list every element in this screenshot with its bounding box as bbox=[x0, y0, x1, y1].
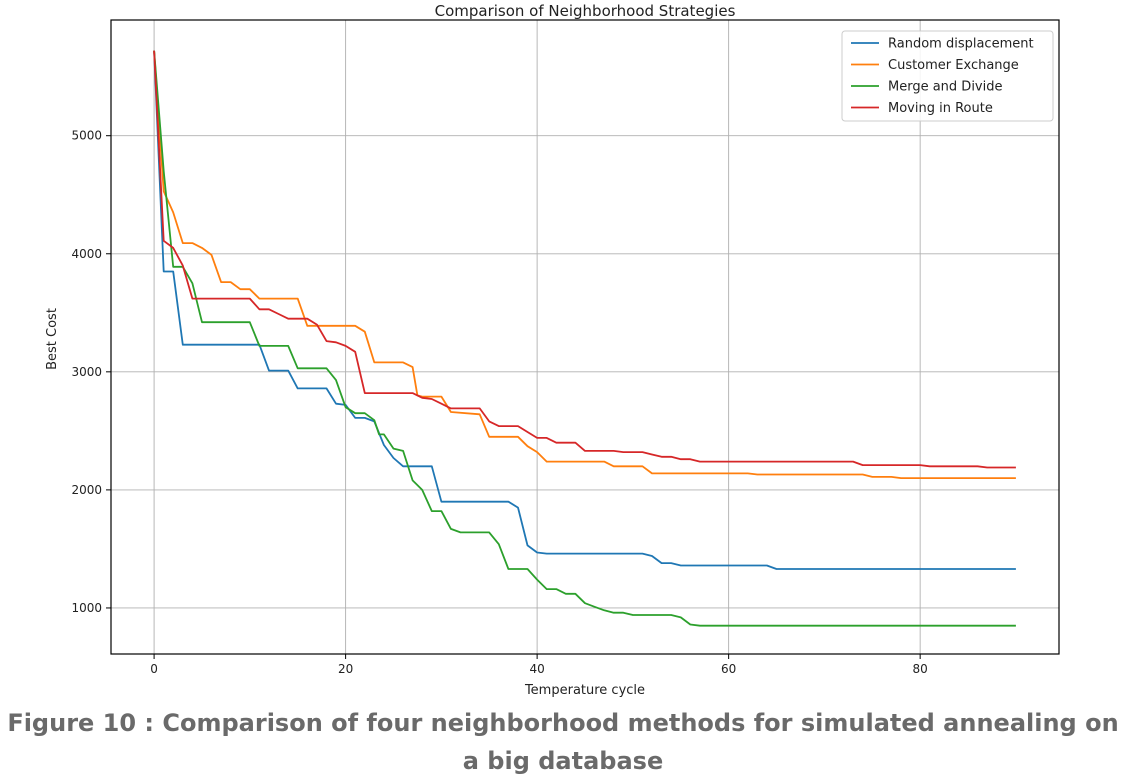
x-axis-label: Temperature cycle bbox=[524, 683, 645, 698]
y-tick-label: 5000 bbox=[71, 129, 102, 143]
legend-label-3: Merge and Divide bbox=[888, 80, 1002, 95]
y-tick-label: 2000 bbox=[71, 483, 102, 497]
grid-lines bbox=[111, 20, 1059, 654]
y-tick-label: 3000 bbox=[71, 365, 102, 379]
y-axis-ticks: 1000 2000 3000 4000 5000 bbox=[71, 129, 111, 615]
legend-label-4: Moving in Route bbox=[888, 101, 993, 116]
series-line-1 bbox=[153, 50, 1016, 570]
legend-label-2: Customer Exchange bbox=[888, 58, 1019, 73]
legend: Random displacement Customer Exchange Merg… bbox=[841, 30, 1054, 122]
legend-label-1: Random displacement bbox=[888, 37, 1034, 52]
line-chart: 0 20 40 60 80 1000 2000 3000 4000 5000 Compariso… bbox=[45, 2, 1060, 698]
x-tick-label: 40 bbox=[529, 662, 544, 676]
x-tick-label: 60 bbox=[721, 662, 736, 676]
plot-frame bbox=[110, 19, 1060, 655]
x-tick-label: 20 bbox=[338, 662, 353, 676]
x-tick-label: 0 bbox=[150, 662, 158, 676]
y-axis-label: Best Cost bbox=[45, 308, 60, 370]
legend-box bbox=[841, 30, 1054, 122]
chart-title: Comparison of Neighborhood Strategies bbox=[435, 2, 736, 20]
series-line-4 bbox=[153, 50, 1016, 469]
y-tick-label: 1000 bbox=[71, 601, 102, 615]
x-tick-label: 80 bbox=[913, 662, 928, 676]
series-line-3 bbox=[153, 50, 1016, 627]
series-lines bbox=[153, 50, 1016, 627]
x-axis-ticks: 0 20 40 60 80 bbox=[150, 654, 928, 676]
y-tick-label: 4000 bbox=[71, 247, 102, 261]
figure-caption: Figure 10 : Comparison of four neighborh… bbox=[7, 709, 1119, 775]
